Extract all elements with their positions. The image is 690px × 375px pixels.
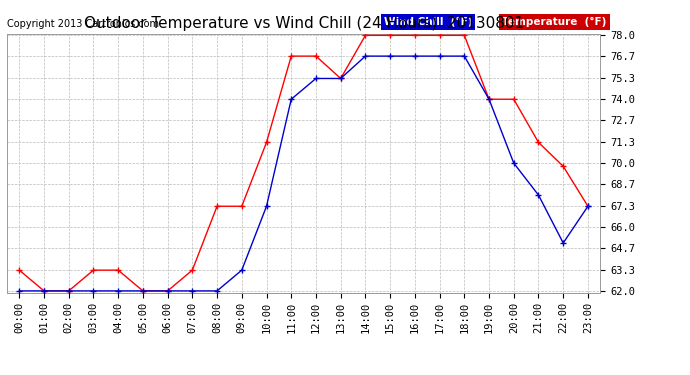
Text: Copyright 2013 Cartronics.com: Copyright 2013 Cartronics.com: [7, 19, 159, 28]
Text: Wind Chill  (°F): Wind Chill (°F): [384, 17, 472, 27]
Title: Outdoor Temperature vs Wind Chill (24 Hours)  20130801: Outdoor Temperature vs Wind Chill (24 Ho…: [83, 16, 524, 31]
Text: Temperature  (°F): Temperature (°F): [502, 17, 607, 27]
